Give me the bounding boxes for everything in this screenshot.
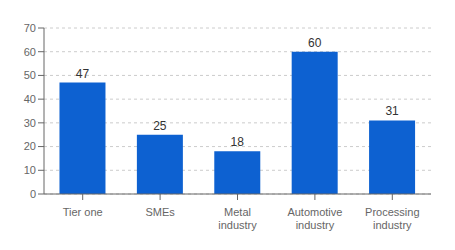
svg-text:Automotiveindustry: Automotiveindustry xyxy=(287,206,342,231)
svg-text:25: 25 xyxy=(153,119,167,133)
svg-text:Processingindustry: Processingindustry xyxy=(365,206,419,231)
svg-text:20: 20 xyxy=(24,140,36,152)
svg-text:50: 50 xyxy=(24,69,36,81)
svg-text:10: 10 xyxy=(24,164,36,176)
svg-text:60: 60 xyxy=(24,46,36,58)
svg-text:SMEs: SMEs xyxy=(145,206,175,218)
svg-text:Tier one: Tier one xyxy=(63,206,103,218)
svg-text:0: 0 xyxy=(30,188,36,200)
svg-text:47: 47 xyxy=(76,67,90,81)
svg-text:18: 18 xyxy=(231,135,245,149)
svg-text:40: 40 xyxy=(24,93,36,105)
svg-text:70: 70 xyxy=(24,22,36,34)
svg-text:60: 60 xyxy=(308,36,322,50)
svg-text:30: 30 xyxy=(24,117,36,129)
svg-text:Metalindustry: Metalindustry xyxy=(218,206,257,231)
svg-text:31: 31 xyxy=(385,104,399,118)
